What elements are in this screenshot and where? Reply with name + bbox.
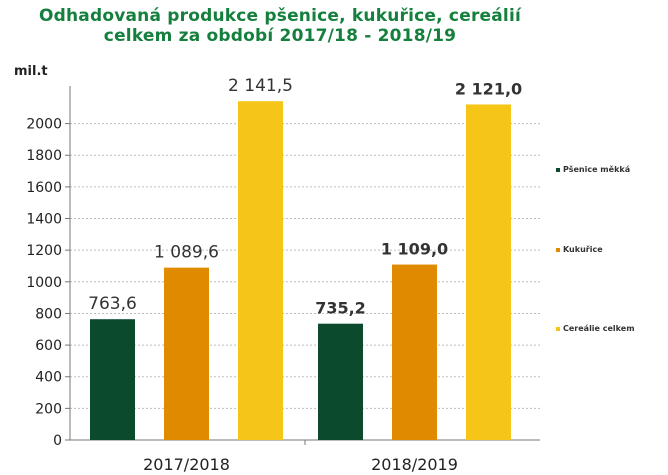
legend-label-wheat: Pšenice měkká	[563, 165, 631, 174]
y-tick-label: 400	[35, 370, 62, 386]
data-label: 2 121,0	[455, 79, 522, 98]
y-tick-label: 200	[35, 401, 62, 417]
legend-item-cereals: Cereálie celkem	[556, 324, 635, 333]
bar-wheat-1	[90, 319, 135, 440]
y-tick-label: 1200	[26, 243, 62, 259]
chart-title-line2: celkem za období 2017/18 - 2018/19	[103, 26, 457, 46]
y-tick-label: 800	[35, 306, 62, 322]
bar-wheat-2	[318, 323, 363, 440]
legend-swatch-corn	[556, 247, 560, 252]
bar-cereals-1	[238, 101, 283, 441]
legend-label-cereals: Cereálie celkem	[563, 324, 635, 333]
bar-cereals-2	[466, 104, 511, 441]
y-tick-label: 1000	[26, 275, 62, 291]
y-tick-label: 1600	[26, 180, 62, 196]
legend-swatch-cereals	[556, 326, 560, 331]
chart-title: Odhadovaná produkce pšenice, kukuřice, c…	[0, 6, 560, 46]
data-label: 1 109,0	[381, 240, 448, 259]
y-axis-label: mil.t	[14, 64, 48, 79]
data-label: 735,2	[315, 299, 366, 318]
legend-item-wheat: Pšenice měkká	[556, 165, 630, 174]
y-tick-label: 600	[35, 338, 62, 354]
y-tick-label: 2000	[26, 117, 62, 133]
data-label: 763,6	[88, 294, 137, 314]
bar-corn-2	[392, 264, 437, 440]
bar-corn-1	[164, 267, 209, 440]
y-tick-label: 1800	[26, 148, 62, 164]
y-tick-label: 1400	[26, 212, 62, 228]
x-tick-label: 2018/2019	[371, 455, 458, 474]
legend-swatch-wheat	[556, 167, 560, 172]
y-tick-label: 0	[53, 433, 62, 449]
data-label: 1 089,6	[154, 243, 219, 263]
legend-item-corn: Kukuřice	[556, 245, 603, 254]
chart-title-line1: Odhadovaná produkce pšenice, kukuřice, c…	[38, 6, 522, 26]
x-tick-label: 2017/2018	[143, 455, 230, 474]
legend-label-corn: Kukuřice	[563, 245, 603, 254]
data-label: 2 141,5	[228, 76, 293, 96]
